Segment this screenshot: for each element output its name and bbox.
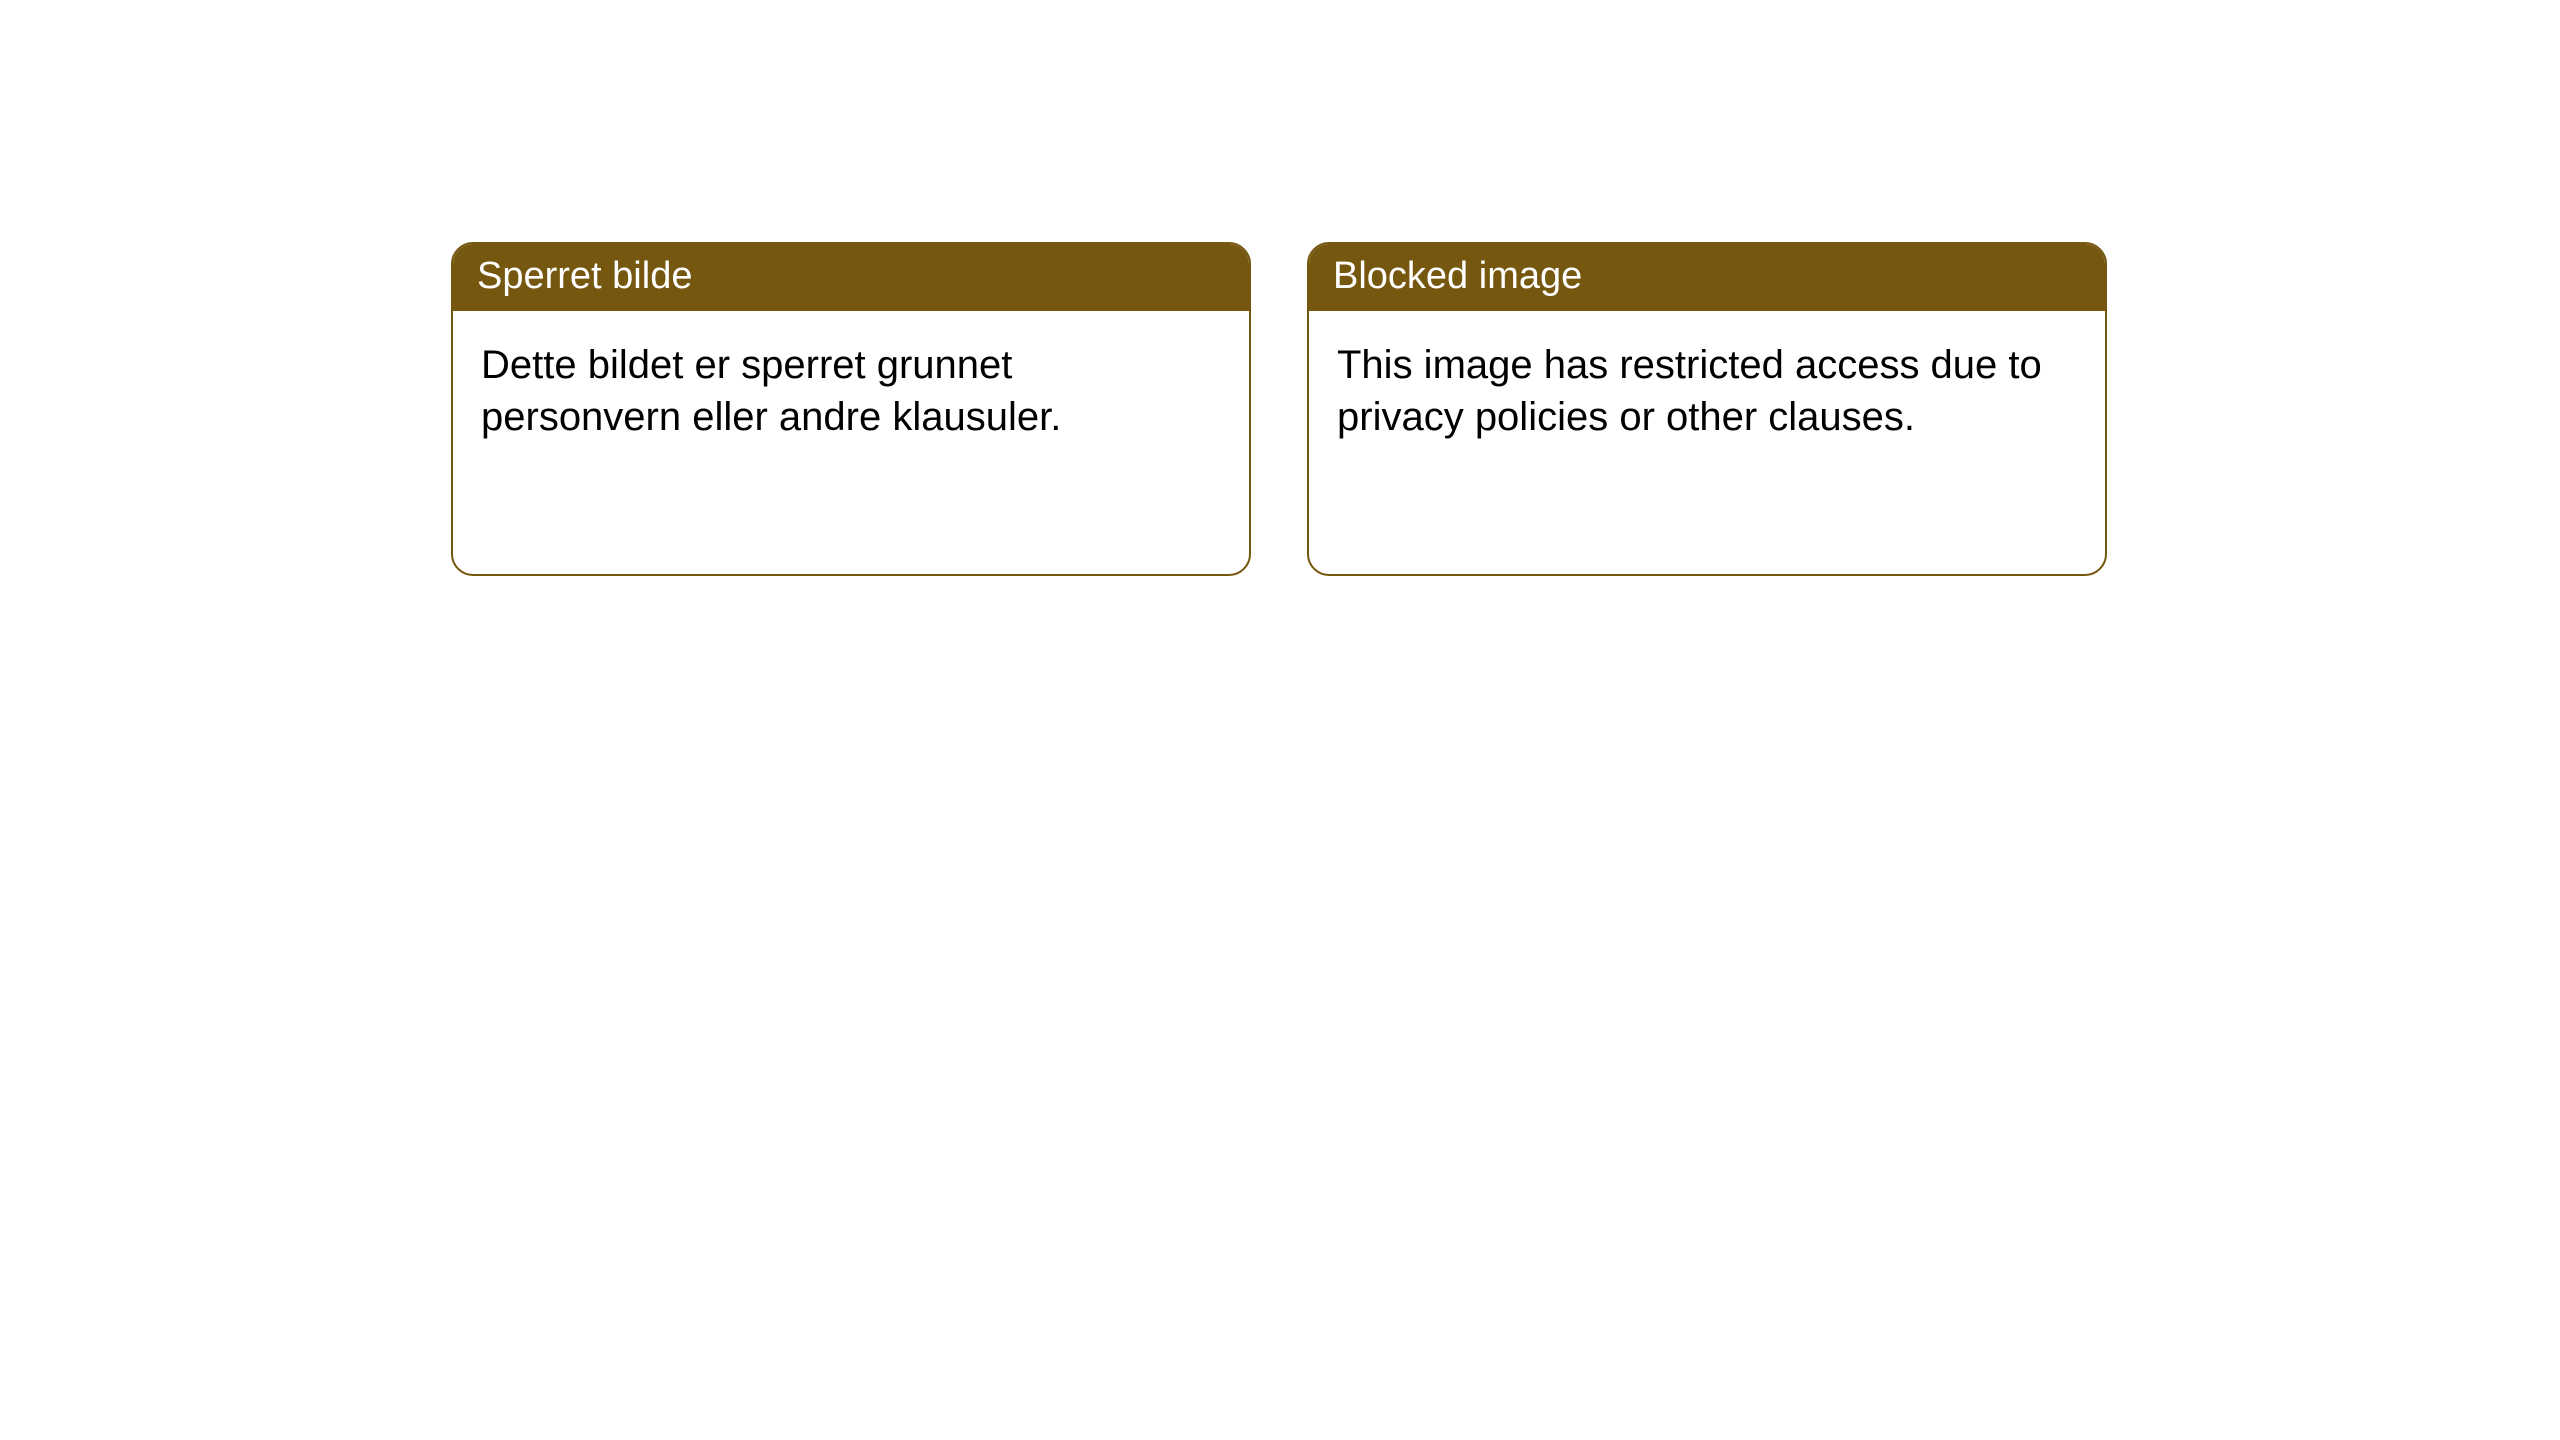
notice-body: Dette bildet er sperret grunnet personve… <box>453 311 1249 471</box>
notice-body: This image has restricted access due to … <box>1309 311 2105 471</box>
notice-header: Blocked image <box>1309 244 2105 311</box>
notice-header: Sperret bilde <box>453 244 1249 311</box>
notice-card-english: Blocked image This image has restricted … <box>1307 242 2107 576</box>
notice-card-norwegian: Sperret bilde Dette bildet er sperret gr… <box>451 242 1251 576</box>
notice-container: Sperret bilde Dette bildet er sperret gr… <box>0 0 2560 576</box>
